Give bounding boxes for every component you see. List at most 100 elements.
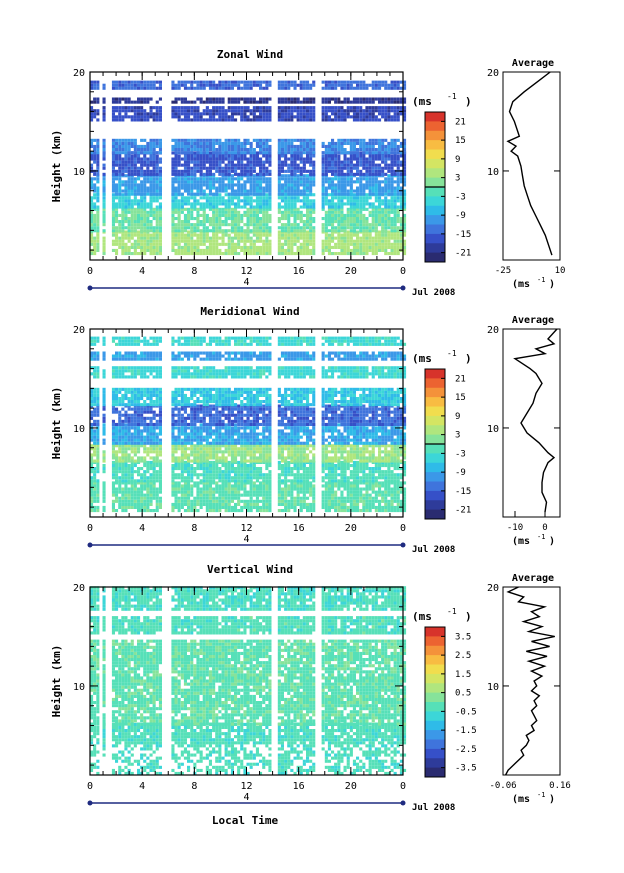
field-cell (121, 148, 125, 152)
field-cell (337, 112, 341, 116)
field-cell (374, 233, 378, 237)
field-cell (343, 487, 347, 491)
field-cell (218, 223, 222, 227)
field-cell (96, 490, 100, 494)
field-cell (171, 192, 175, 196)
field-cell (302, 245, 306, 249)
field-cell (403, 154, 407, 158)
field-cell (280, 169, 284, 173)
field-cell (124, 245, 128, 249)
field-cell (196, 481, 200, 485)
field-cell (202, 484, 206, 488)
field-cell (262, 106, 266, 110)
field-cell (177, 154, 181, 158)
field-cell (174, 172, 178, 176)
field-cell (249, 112, 253, 116)
field-cell (331, 80, 335, 84)
field-cell (324, 192, 328, 196)
field-cell (143, 217, 147, 221)
field-cell (340, 115, 344, 119)
field-cell (118, 157, 122, 161)
field-cell (199, 248, 203, 252)
field-cell (290, 202, 294, 206)
field-cell (296, 502, 300, 506)
field-cell (218, 183, 222, 187)
field-cell (149, 202, 153, 206)
field-cell (262, 199, 266, 203)
field-cell (259, 115, 263, 119)
field-cell (384, 86, 388, 90)
field-cell (180, 157, 184, 161)
field-cell (396, 236, 400, 240)
field-cell (346, 177, 350, 181)
field-cell (368, 484, 372, 488)
field-cell (340, 502, 344, 506)
field-cell (265, 248, 269, 252)
field-cell (133, 189, 137, 193)
field-cell (359, 83, 363, 87)
field-cell (102, 509, 106, 513)
field-cell (130, 138, 134, 142)
field-cell (399, 144, 403, 148)
field-cell (115, 141, 119, 145)
field-cell (115, 106, 119, 110)
field-cell (359, 207, 363, 211)
field-cell (124, 106, 128, 110)
field-cell (234, 229, 238, 233)
field-cell (337, 223, 341, 227)
field-cell (349, 169, 353, 173)
field-cell (277, 252, 281, 256)
field-cell (340, 505, 344, 509)
field-cell (378, 199, 382, 203)
field-cell (234, 112, 238, 116)
field-cell (234, 151, 238, 155)
field-cell (246, 509, 250, 513)
field-cell (334, 490, 338, 494)
field-cell (262, 86, 266, 90)
field-cell (249, 499, 253, 503)
field-cell (384, 80, 388, 84)
field-cell (287, 207, 291, 211)
field-cell (102, 499, 106, 503)
field-cell (199, 236, 203, 240)
x-tick-label: 20 (345, 266, 357, 277)
field-cell (177, 481, 181, 485)
field-cell (183, 484, 187, 488)
field-cell (349, 177, 353, 181)
field-cell (331, 144, 335, 148)
field-cell (174, 233, 178, 237)
field-cell (246, 252, 250, 256)
field-cell (218, 172, 222, 176)
field-cell (337, 144, 341, 148)
field-cell (133, 160, 137, 164)
field-cell (140, 192, 144, 196)
field-cell (90, 166, 94, 170)
field-cell (155, 493, 159, 497)
field-cell (230, 141, 234, 145)
field-cell (171, 151, 175, 155)
field-cell (396, 163, 400, 167)
field-cell (137, 106, 141, 110)
field-cell (199, 112, 203, 116)
field-cell (346, 245, 350, 249)
field-cell (230, 148, 234, 152)
field-cell (212, 248, 216, 252)
field-cell (196, 236, 200, 240)
field-cell (177, 160, 181, 164)
field-cell (371, 151, 375, 155)
field-cell (193, 202, 197, 206)
field-cell (249, 199, 253, 203)
field-cell (177, 242, 181, 246)
field-cell (277, 239, 281, 243)
field-cell (140, 207, 144, 211)
field-cell (215, 502, 219, 506)
field-cell (349, 481, 353, 485)
field-cell (334, 166, 338, 170)
field-cell (246, 226, 250, 230)
field-cell (143, 236, 147, 240)
field-cell (218, 151, 222, 155)
field-cell (205, 172, 209, 176)
field-cell (343, 172, 347, 176)
field-cell (221, 180, 225, 184)
field-cell (143, 248, 147, 252)
